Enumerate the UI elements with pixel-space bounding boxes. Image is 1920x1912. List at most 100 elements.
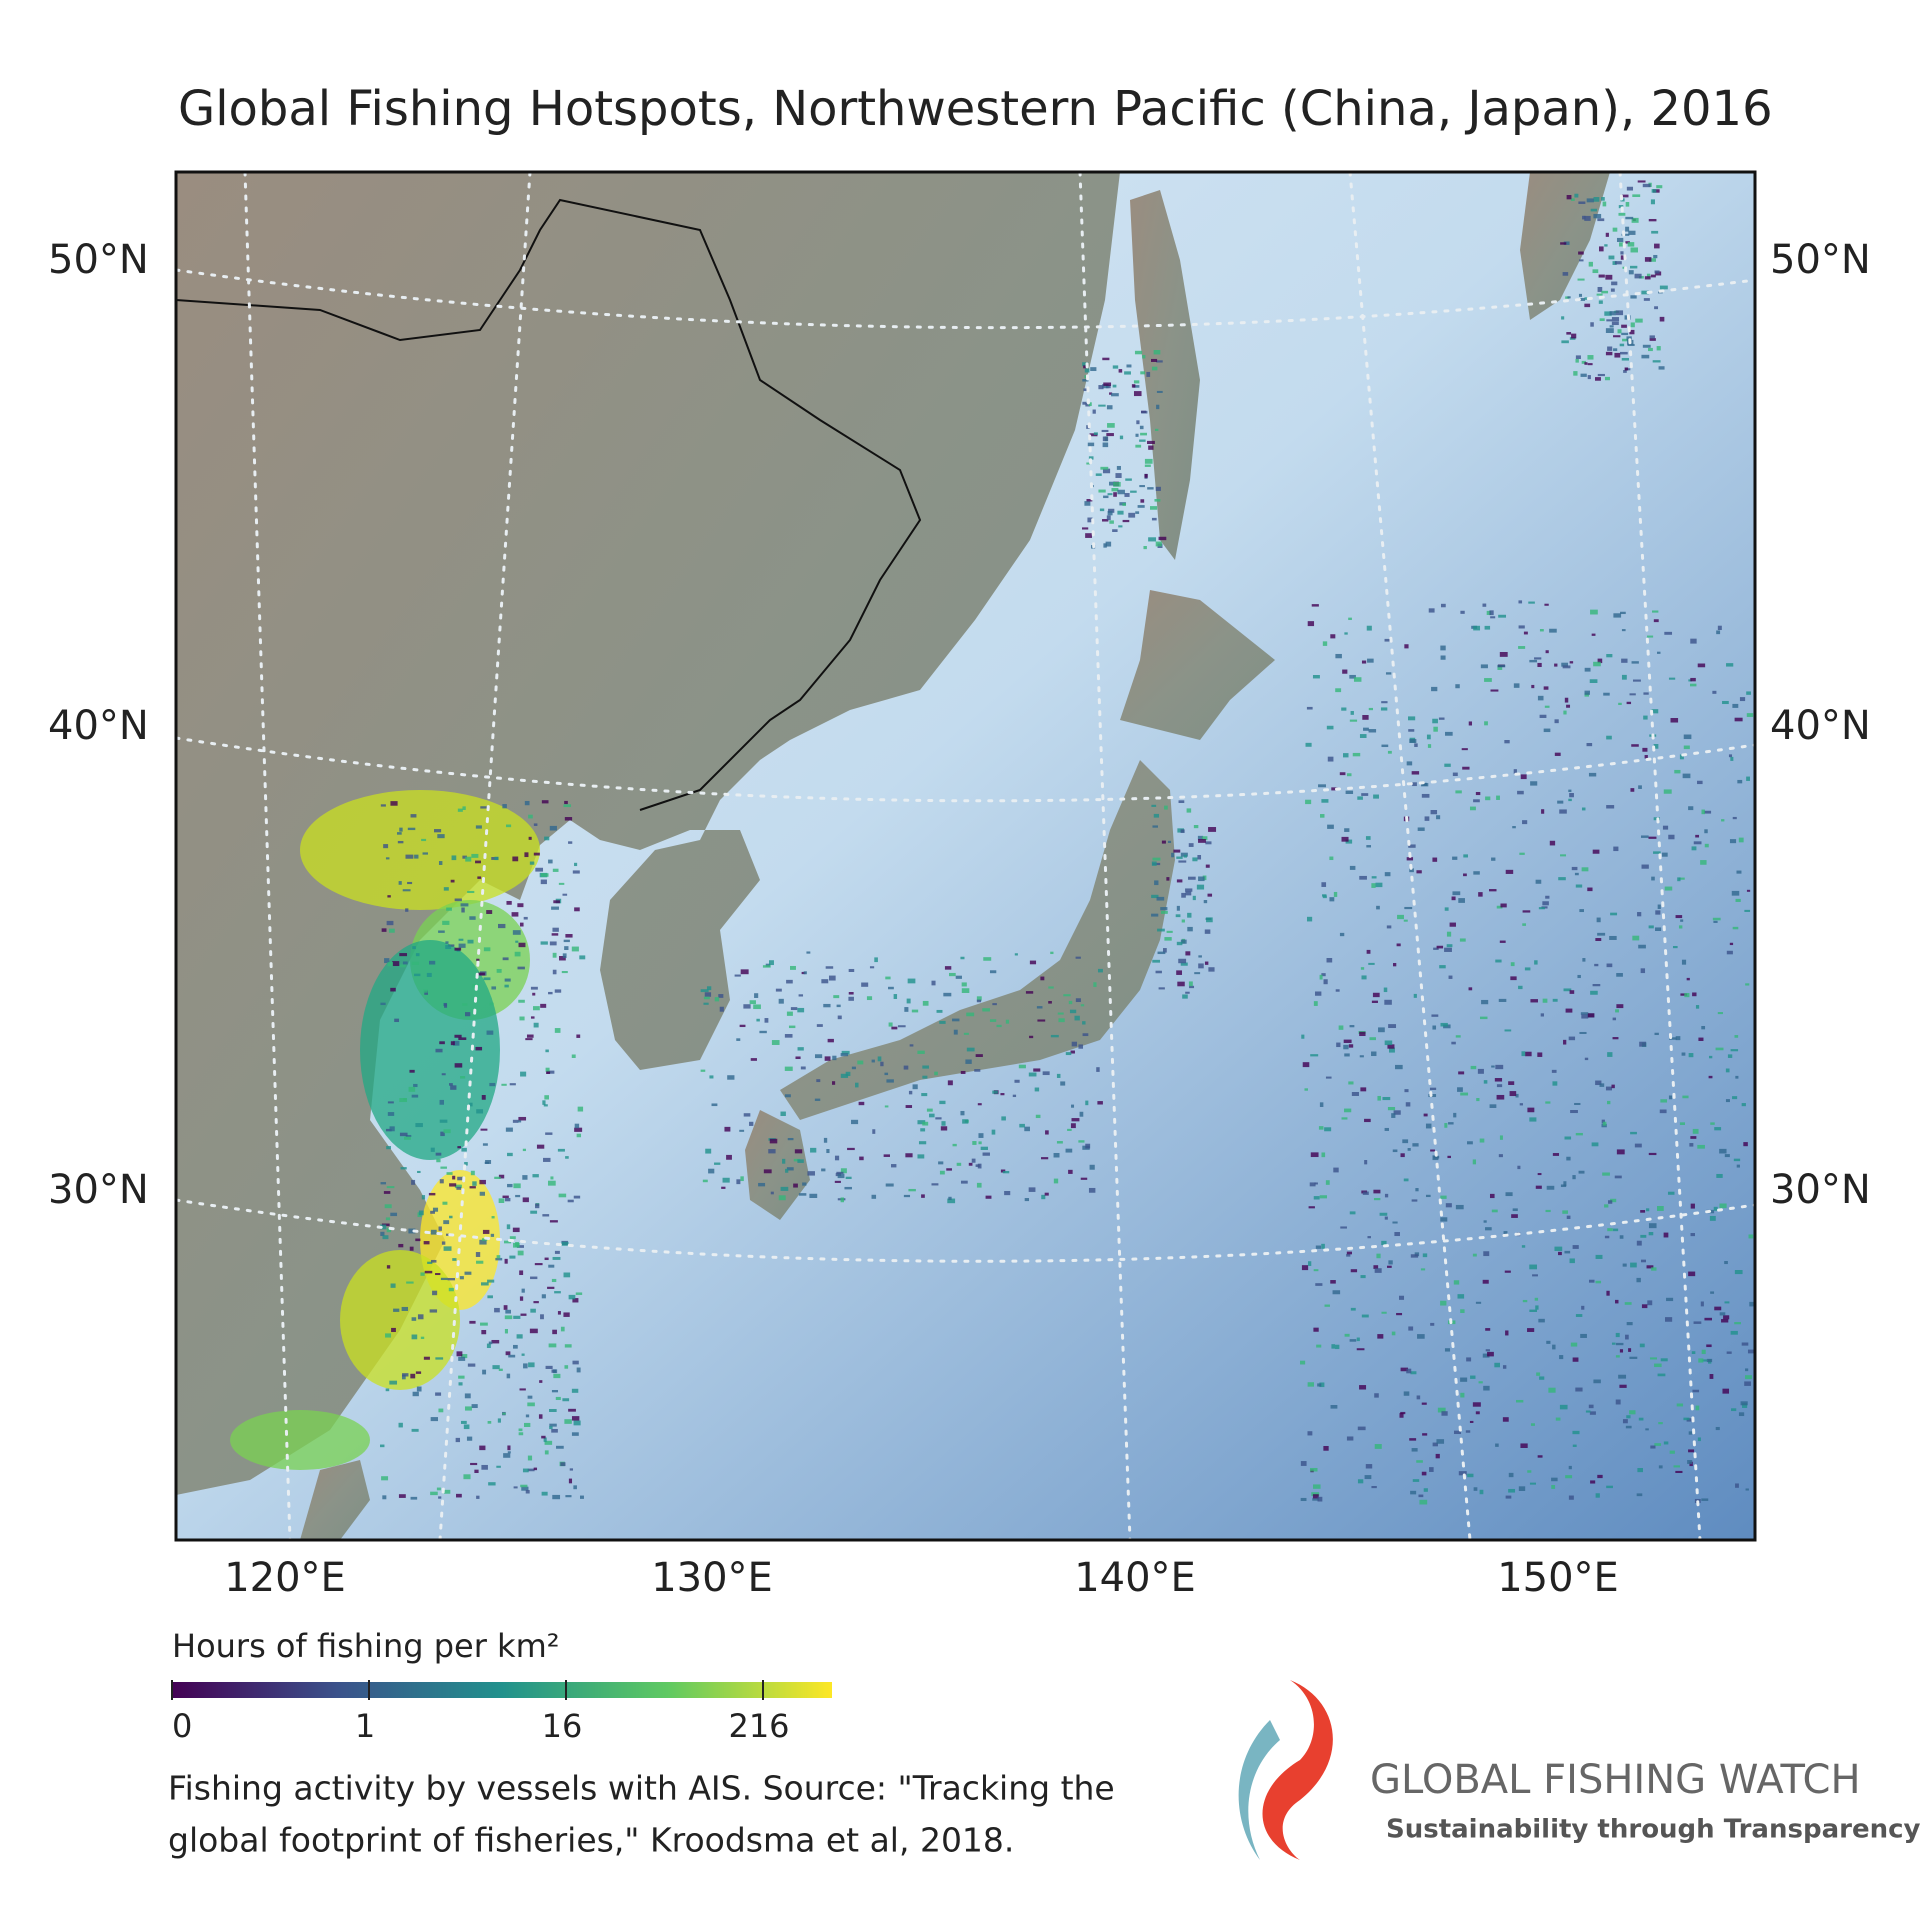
activity-dot bbox=[1357, 1426, 1366, 1431]
activity-dot bbox=[1589, 679, 1598, 683]
activity-dot bbox=[549, 941, 557, 946]
activity-dot bbox=[1417, 1334, 1425, 1339]
activity-dot bbox=[527, 1468, 535, 1472]
activity-dot bbox=[1357, 1479, 1364, 1484]
activity-dot bbox=[549, 1426, 553, 1430]
activity-dot bbox=[1730, 1049, 1739, 1052]
activity-dot bbox=[1105, 541, 1112, 547]
activity-dot bbox=[1413, 993, 1417, 998]
activity-dot bbox=[1375, 882, 1383, 888]
activity-dot bbox=[1584, 303, 1591, 308]
activity-dot bbox=[814, 1098, 821, 1101]
longitude-label: 130°E bbox=[651, 1555, 773, 1601]
activity-dot bbox=[1626, 336, 1632, 341]
activity-dot bbox=[1690, 1136, 1697, 1139]
activity-dot bbox=[1551, 1069, 1557, 1073]
activity-dot bbox=[1117, 489, 1125, 495]
activity-dot bbox=[848, 968, 855, 972]
activity-dot bbox=[1615, 1355, 1620, 1358]
activity-dot bbox=[1392, 1149, 1398, 1153]
activity-dot bbox=[786, 1167, 794, 1171]
activity-dot bbox=[888, 986, 894, 990]
activity-dot bbox=[1632, 679, 1641, 682]
activity-dot bbox=[533, 1022, 539, 1028]
activity-dot bbox=[1315, 991, 1322, 996]
activity-dot bbox=[1650, 1445, 1656, 1449]
activity-dot bbox=[1177, 981, 1185, 987]
activity-dot bbox=[506, 900, 512, 905]
activity-dot bbox=[1400, 1153, 1405, 1158]
activity-dot bbox=[1570, 1109, 1578, 1114]
activity-dot bbox=[786, 1011, 793, 1016]
activity-dot bbox=[1198, 963, 1204, 969]
activity-dot bbox=[552, 1494, 561, 1500]
activity-dot bbox=[1646, 1208, 1650, 1212]
activity-dot bbox=[1475, 1301, 1482, 1304]
activity-dot bbox=[486, 1030, 494, 1035]
activity-dot bbox=[1648, 218, 1657, 222]
activity-dot bbox=[726, 1154, 732, 1160]
activity-dot bbox=[785, 1168, 789, 1173]
activity-dot bbox=[722, 1177, 730, 1183]
activity-dot bbox=[1744, 1381, 1751, 1386]
activity-dot bbox=[837, 1015, 842, 1020]
activity-dot bbox=[1692, 992, 1697, 997]
activity-dot bbox=[386, 1146, 391, 1150]
activity-dot bbox=[1086, 499, 1093, 502]
activity-dot bbox=[1678, 925, 1683, 929]
activity-dot bbox=[947, 1080, 953, 1086]
activity-dot bbox=[848, 991, 854, 995]
activity-dot bbox=[383, 844, 389, 849]
activity-dot bbox=[1542, 998, 1548, 1003]
activity-dot bbox=[938, 1161, 944, 1165]
activity-dot bbox=[1458, 898, 1465, 903]
activity-dot bbox=[1701, 1349, 1706, 1355]
activity-dot bbox=[1176, 879, 1183, 883]
activity-dot bbox=[512, 856, 519, 862]
activity-dot bbox=[1601, 1119, 1605, 1124]
activity-dot bbox=[563, 939, 570, 943]
activity-dot bbox=[1387, 750, 1392, 754]
activity-dot bbox=[810, 1147, 817, 1153]
activity-dot bbox=[402, 1373, 409, 1377]
activity-dot bbox=[1313, 1484, 1321, 1489]
activity-dot bbox=[548, 1264, 555, 1268]
activity-dot bbox=[576, 1034, 581, 1038]
activity-dot bbox=[880, 1061, 884, 1067]
activity-dot bbox=[795, 1056, 801, 1060]
activity-dot bbox=[1587, 355, 1594, 360]
activity-dot bbox=[1330, 1404, 1338, 1409]
activity-dot bbox=[1404, 906, 1413, 910]
activity-dot bbox=[1197, 835, 1204, 840]
activity-dot bbox=[1065, 1148, 1073, 1153]
activity-dot bbox=[1396, 943, 1401, 947]
activity-dot bbox=[1736, 1164, 1740, 1168]
map-frame bbox=[174, 170, 1757, 1542]
activity-dot bbox=[1144, 464, 1151, 467]
activity-dot bbox=[1102, 442, 1109, 448]
activity-dot bbox=[982, 1008, 990, 1012]
activity-dot bbox=[1614, 261, 1622, 265]
activity-dot bbox=[1644, 755, 1648, 759]
activity-dot bbox=[1399, 1413, 1404, 1418]
activity-dot bbox=[1713, 1206, 1718, 1211]
activity-dot bbox=[490, 1233, 495, 1237]
activity-dot bbox=[571, 1054, 576, 1058]
activity-dot bbox=[1621, 658, 1628, 663]
activity-dot bbox=[1309, 1467, 1318, 1472]
activity-dot bbox=[1572, 1245, 1579, 1249]
activity-dot bbox=[472, 1181, 477, 1186]
activity-dot bbox=[455, 1437, 461, 1443]
activity-dot bbox=[1392, 1221, 1398, 1224]
activity-dot bbox=[1581, 807, 1586, 811]
activity-dot bbox=[513, 1486, 518, 1489]
activity-dot bbox=[832, 1081, 836, 1085]
activity-dot bbox=[1065, 1052, 1072, 1056]
activity-dot bbox=[1460, 1309, 1465, 1314]
activity-dot bbox=[1695, 834, 1700, 838]
graticule bbox=[1078, 172, 1132, 1540]
activity-dot bbox=[1615, 1342, 1624, 1346]
activity-dot bbox=[1004, 1190, 1011, 1196]
activity-dot bbox=[1428, 608, 1435, 613]
activity-dot bbox=[1330, 1280, 1336, 1284]
